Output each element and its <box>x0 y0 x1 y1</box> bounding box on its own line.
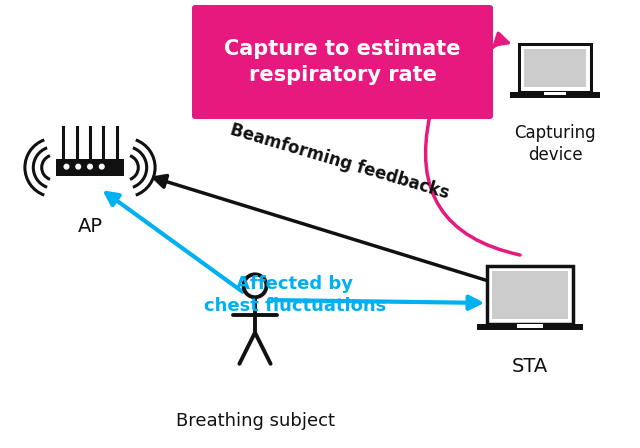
FancyBboxPatch shape <box>192 5 493 119</box>
Circle shape <box>99 164 104 169</box>
Text: Affected by
chest fluctuations: Affected by chest fluctuations <box>204 275 386 315</box>
Circle shape <box>64 164 68 169</box>
Bar <box>524 49 586 87</box>
Bar <box>519 44 591 92</box>
Circle shape <box>88 164 92 169</box>
Text: AP: AP <box>77 217 102 236</box>
FancyArrowPatch shape <box>106 193 243 292</box>
Text: STA: STA <box>512 357 548 376</box>
Bar <box>492 271 568 319</box>
Text: Capture to estimate
respiratory rate: Capture to estimate respiratory rate <box>224 39 461 85</box>
FancyArrowPatch shape <box>273 297 480 309</box>
FancyArrowPatch shape <box>492 33 508 48</box>
Text: Beamforming feedbacks: Beamforming feedbacks <box>228 120 452 202</box>
Text: Breathing subject: Breathing subject <box>175 412 335 430</box>
Bar <box>488 266 573 324</box>
Bar <box>477 324 583 331</box>
Bar <box>511 92 600 98</box>
Bar <box>517 324 543 328</box>
Circle shape <box>76 164 81 169</box>
FancyArrowPatch shape <box>426 115 520 255</box>
Bar <box>56 159 124 177</box>
Text: Capturing
device: Capturing device <box>514 124 596 164</box>
Bar <box>544 92 566 95</box>
FancyArrowPatch shape <box>154 176 490 281</box>
